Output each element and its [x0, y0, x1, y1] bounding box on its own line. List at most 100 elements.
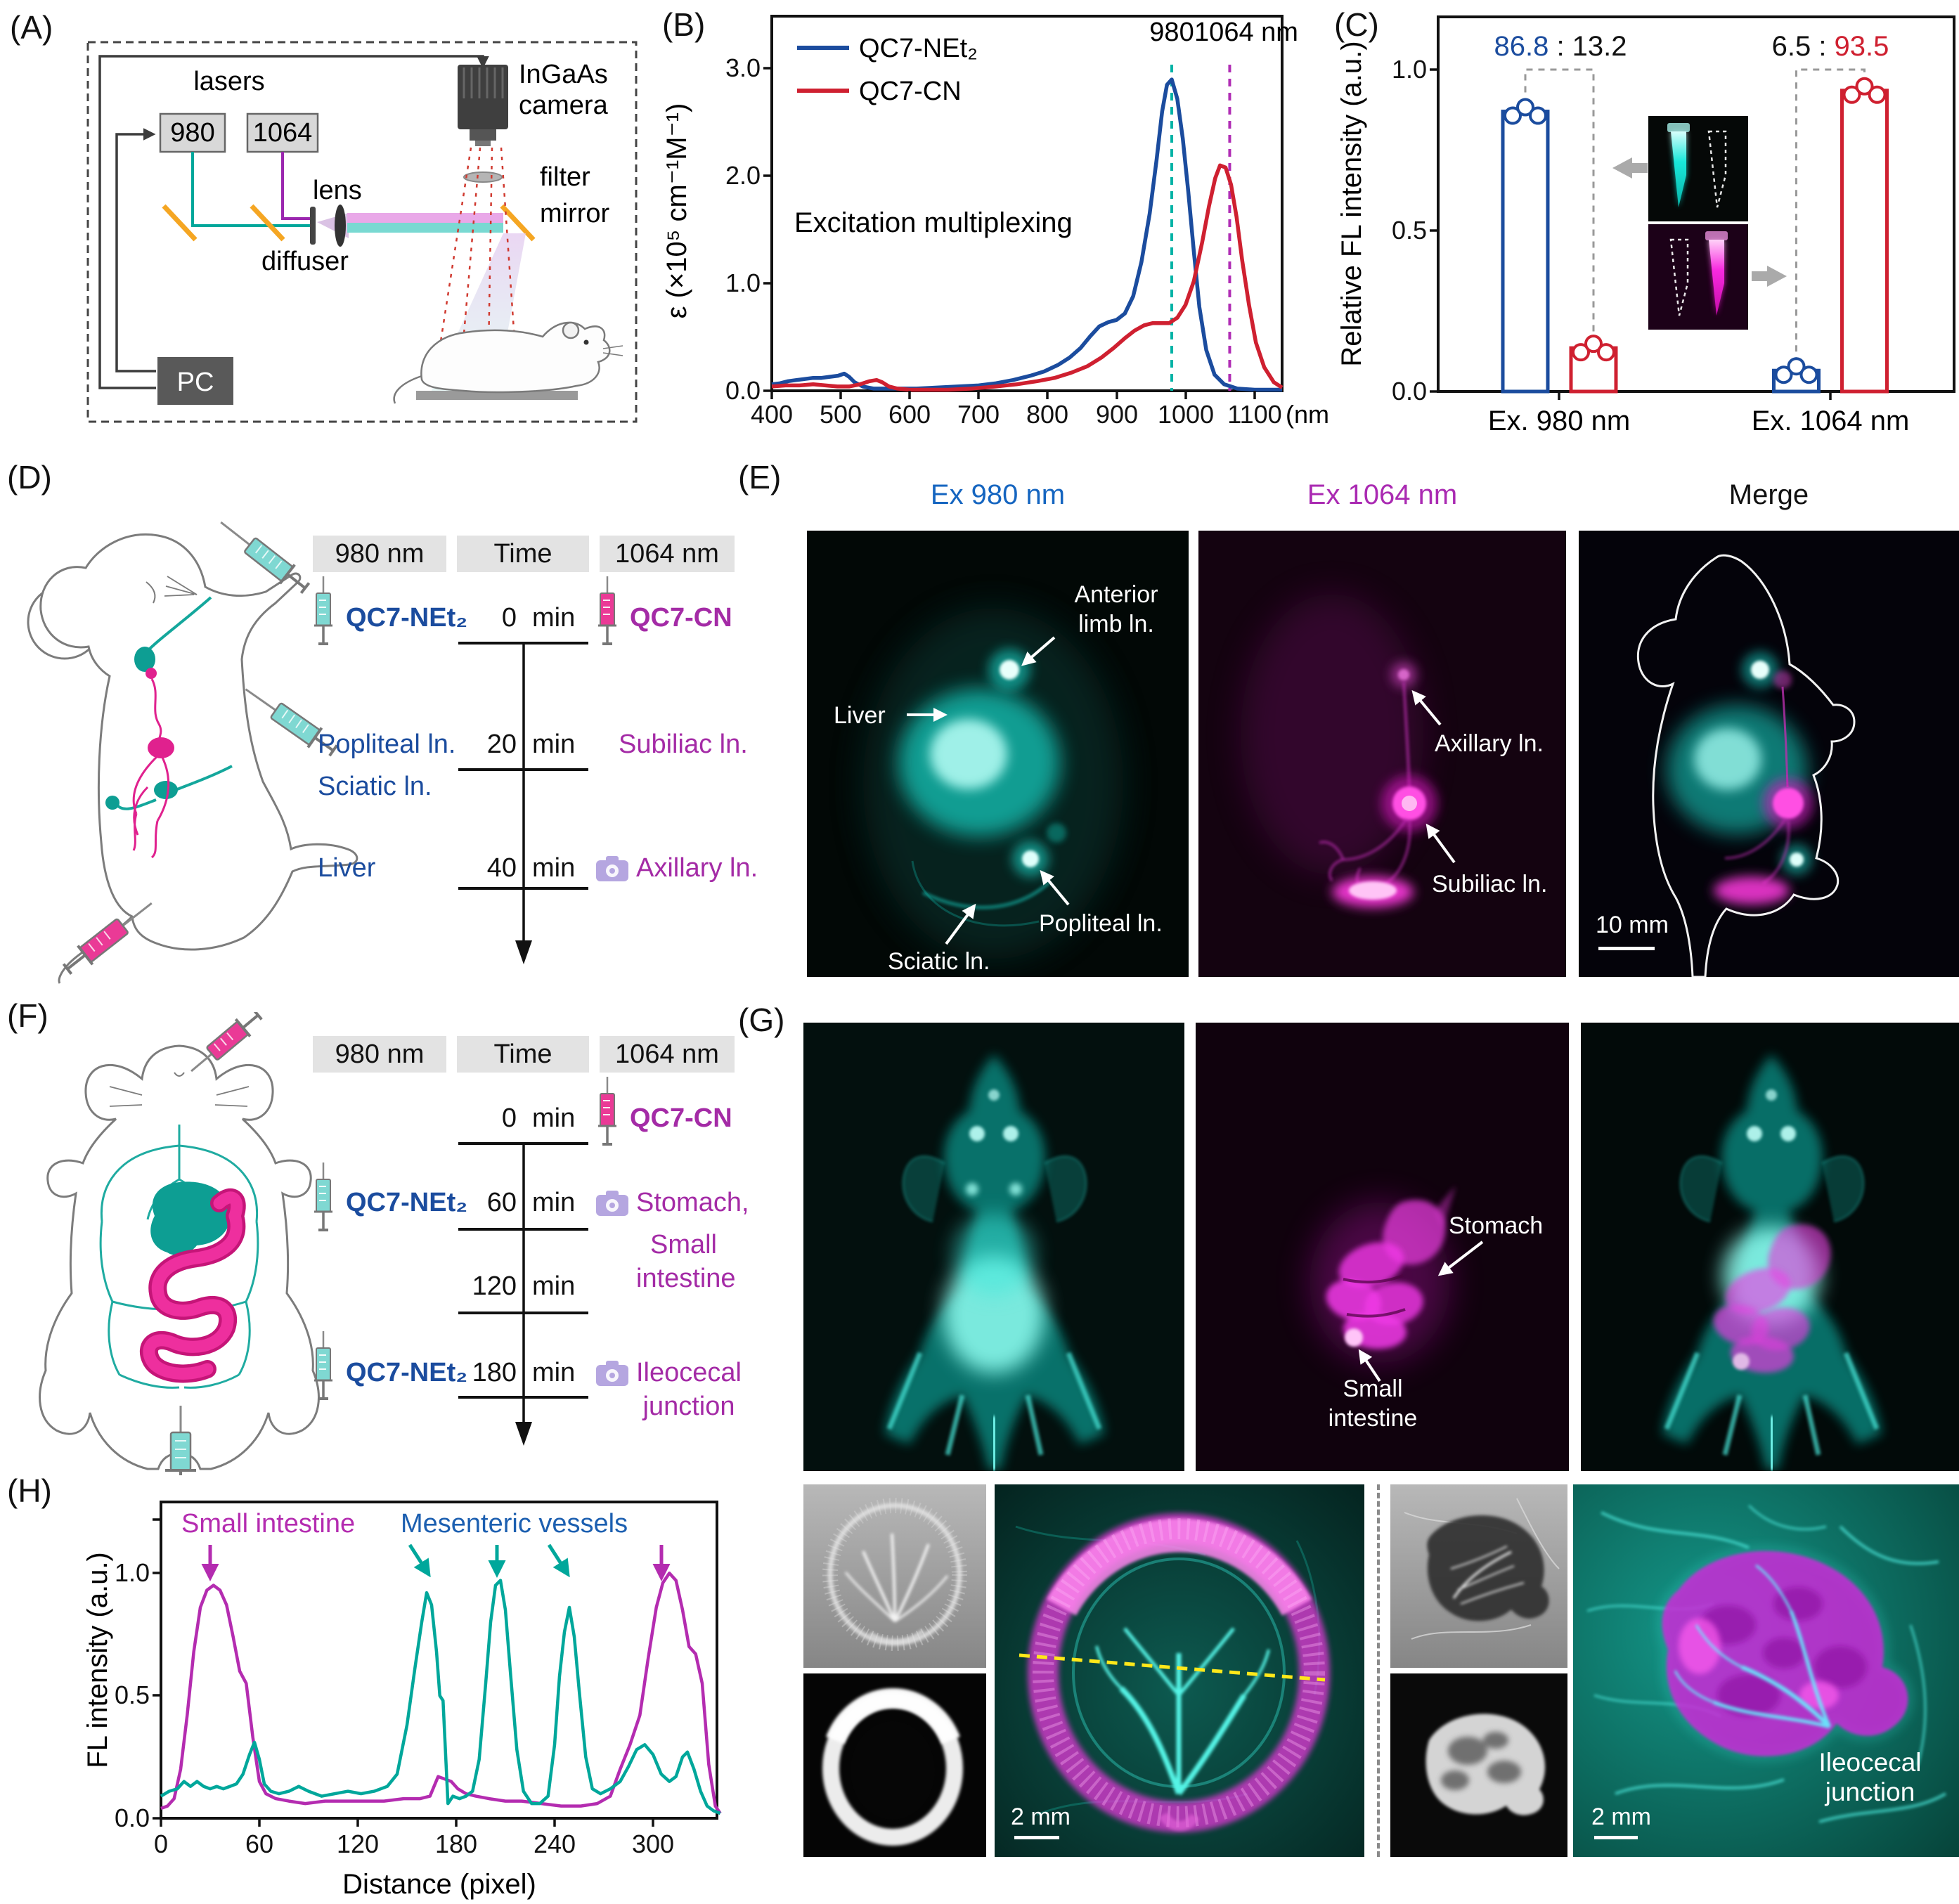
- junction-bright-blob: [1425, 1714, 1546, 1815]
- mouse-illustration-d: [27, 521, 358, 984]
- mirror-2: [250, 204, 285, 242]
- profile-chart-svg: 0.0 0.5 1.0 0 60 120 180 240 300 Distance (…: [82, 1501, 722, 1900]
- mirror-label: mirror: [540, 199, 610, 228]
- filter-icon: [463, 171, 503, 183]
- svg-text:1100: 1100: [1227, 400, 1281, 429]
- intestine-gray-photo-2: [803, 1673, 986, 1857]
- c-plot-box: [1437, 15, 1955, 393]
- f-r3-right2: junction: [642, 1392, 735, 1421]
- f-header-980: 980 nm: [313, 1036, 446, 1073]
- laser-980-box: [159, 112, 226, 153]
- platform: [416, 391, 578, 400]
- syringe-magenta-oral: [190, 1012, 263, 1073]
- camera-capture-icon: [596, 856, 628, 881]
- lasers-label: lasers: [193, 67, 264, 96]
- b-legend-text-2: QC7-CN: [859, 77, 962, 106]
- f-r1-compound: QC7-NEt₂: [346, 1188, 468, 1217]
- svg-text:180: 180: [435, 1829, 477, 1858]
- e-axillary-label: Axillary ln.: [1435, 730, 1544, 757]
- stomach-shape: [150, 1181, 231, 1255]
- laser-1064-label: 1064: [253, 118, 313, 148]
- f-r1-right3: intestine: [636, 1264, 736, 1293]
- svg-text:2.0: 2.0: [725, 161, 761, 190]
- c-ratio1-right: 13.2: [1572, 31, 1627, 62]
- svg-text:900: 900: [1096, 400, 1138, 429]
- e-image-merge: 10 mm: [1579, 531, 1959, 977]
- c-ratio2-left: 6.5: [1771, 31, 1811, 62]
- b-xtick-labels: 400 500 600 700 800 900 1000 1100: [751, 400, 1282, 429]
- f-r3-time: 180: [472, 1358, 517, 1387]
- svg-text:0.0: 0.0: [725, 376, 761, 405]
- svg-text:240: 240: [534, 1829, 576, 1858]
- ileocecal-merge-image: Ileocecal junction 2 mm: [1573, 1484, 1959, 1857]
- e-popliteal-label: Popliteal ln.: [1039, 910, 1163, 937]
- svg-text:3.0: 3.0: [725, 53, 761, 82]
- h-label-small-intestine: Small intestine: [181, 1509, 355, 1539]
- scalebar-right: [1594, 1836, 1638, 1839]
- f-r1-right: Stomach,: [636, 1188, 749, 1217]
- syringe-teal-icon: [314, 576, 332, 645]
- c-ratio1-left: 86.8: [1494, 31, 1549, 62]
- svg-text:0.5: 0.5: [115, 1680, 150, 1709]
- b-x-unit: (nm): [1286, 400, 1328, 429]
- panel-g-label: (G): [738, 1002, 785, 1038]
- camera-icon: [458, 65, 508, 146]
- filter-label: filter: [540, 162, 590, 192]
- d-r0-compound-right: QC7-CN: [630, 603, 732, 633]
- d-r1-right: Subiliac ln.: [619, 730, 748, 759]
- ileocecal-veins-cyan: [1674, 1564, 1832, 1729]
- svg-text:120: 120: [337, 1829, 379, 1858]
- panel-h-label: (H): [7, 1472, 52, 1509]
- h-y-axis-label: FL intensity (a.u.): [82, 1552, 113, 1768]
- svg-text:400: 400: [751, 400, 793, 429]
- mesenteric-vessels-cyan: [1095, 1627, 1270, 1796]
- popliteal-node-glow: [1022, 850, 1039, 867]
- svg-text:1.0: 1.0: [115, 1558, 150, 1587]
- e-scalebar-label: 10 mm: [1596, 912, 1669, 938]
- d-r1-unit: min: [532, 730, 576, 759]
- b-peak-1064-label: 1064 nm: [1194, 18, 1298, 47]
- b-tick-marks: [763, 67, 1256, 399]
- h-tick-marks: [153, 1518, 654, 1827]
- e-title-1064: Ex 1064 nm: [1307, 479, 1458, 510]
- svg-text:0.0: 0.0: [1392, 377, 1427, 406]
- left-ear-glow: [902, 1155, 945, 1222]
- f-r2-unit: min: [532, 1271, 576, 1301]
- magenta-node-subiliac: [148, 737, 174, 758]
- f-r3-right: Ileocecal: [636, 1358, 742, 1387]
- panel-b-label: (B): [662, 6, 706, 43]
- setup-diagram-svg: lasers 980 1064 InGaAs camera filter: [86, 41, 638, 423]
- scalebar-right-label: 2 mm: [1591, 1803, 1651, 1830]
- d-r3-right: Axillary ln.: [636, 853, 758, 883]
- syringe-magenta-icon: [598, 1077, 616, 1146]
- b-plot-box: [770, 15, 1284, 392]
- mirrors: [162, 204, 536, 242]
- e-anterior-label: Anterior limb ln.: [1074, 581, 1158, 637]
- d-r0-time: 0: [501, 603, 517, 633]
- magenta-overlay: [1713, 1224, 1831, 1373]
- mouse-nose: [174, 1072, 185, 1077]
- panel-c-bar-chart: 0.0 0.5 1.0 Relative FL intensity (a.u.)…: [1328, 0, 1959, 450]
- f-rule-180: [458, 1396, 588, 1399]
- c-bars-group: [1501, 68, 1889, 394]
- pc-to-camera-wire: [98, 55, 489, 389]
- pc-box: [157, 357, 233, 405]
- g-small-intestine-label: Small intestine: [1328, 1375, 1418, 1432]
- b-series-curves: [771, 77, 1284, 392]
- f-header-1064: 1064 nm: [600, 1036, 735, 1073]
- ileocecal-gray-photo-1: [1390, 1484, 1567, 1668]
- teal-node-popliteal: [154, 781, 178, 799]
- panel-f-timeline: 980 nm Time 1064 nm 0 min QC7-CN QC7-: [0, 984, 749, 1476]
- g-image-ex980: [803, 1023, 1184, 1471]
- d-r1-left: Popliteal ln.: [318, 730, 456, 759]
- f-r0-compound: QC7-CN: [630, 1103, 732, 1133]
- mesentery-dark-blob: [1427, 1515, 1549, 1621]
- syringe-teal-forelimb: [220, 521, 311, 594]
- right-ear-glow: [1044, 1155, 1087, 1222]
- g-image-ex1064: Stomach Small intestine: [1196, 1023, 1569, 1471]
- spectra-chart-svg: 0.0 1.0 2.0 3.0 400 500 600 700 800 900 100…: [661, 15, 1328, 429]
- e-title-merge: Merge: [1728, 479, 1809, 510]
- arrow-right-icon: [1752, 266, 1787, 287]
- laser-1064-box: [246, 112, 319, 153]
- f-r1-right2: Small: [649, 1230, 718, 1259]
